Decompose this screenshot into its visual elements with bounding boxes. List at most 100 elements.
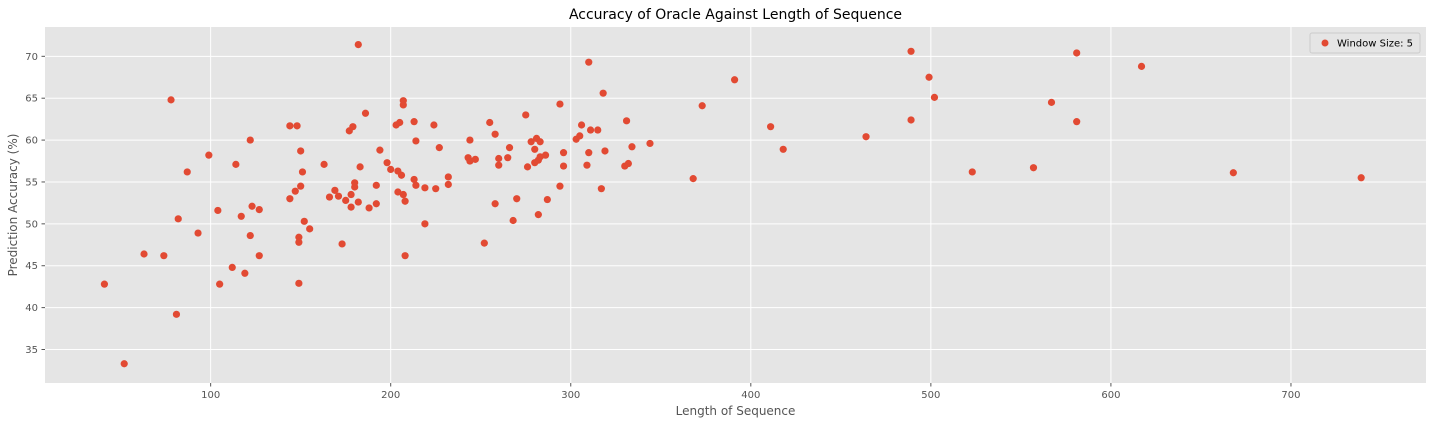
data-point xyxy=(594,126,602,134)
grid-lines xyxy=(45,27,1426,383)
data-point xyxy=(347,190,355,199)
y-tick-label: 45 xyxy=(25,261,38,272)
data-point xyxy=(361,109,370,117)
data-point xyxy=(1073,49,1081,57)
data-point xyxy=(1137,62,1146,70)
data-point xyxy=(421,220,429,228)
data-point xyxy=(412,137,420,145)
data-point xyxy=(293,122,301,130)
data-point xyxy=(248,202,256,210)
data-point xyxy=(396,118,404,127)
data-point xyxy=(862,133,870,141)
data-point xyxy=(228,263,236,272)
y-axis-ticks: 35 40 45 50 55 60 65 70 xyxy=(25,52,45,356)
data-point xyxy=(356,163,364,171)
data-point xyxy=(577,121,586,129)
data-point xyxy=(347,203,355,211)
data-point xyxy=(1229,169,1237,177)
data-point xyxy=(1357,174,1365,182)
y-tick-label: 55 xyxy=(25,177,38,188)
y-tick-label: 60 xyxy=(25,136,38,147)
data-point xyxy=(907,47,915,55)
data-point xyxy=(295,233,303,241)
data-point xyxy=(504,154,512,162)
data-point xyxy=(531,145,539,153)
data-point xyxy=(583,161,591,169)
data-point xyxy=(214,206,222,215)
data-point xyxy=(1047,98,1056,106)
x-tick-label: 600 xyxy=(1101,390,1120,401)
data-point xyxy=(689,175,697,183)
data-point xyxy=(351,183,359,191)
data-point xyxy=(399,190,407,199)
data-point xyxy=(216,280,224,288)
data-point xyxy=(325,193,334,201)
data-point xyxy=(205,151,213,159)
data-point xyxy=(338,240,346,248)
data-point xyxy=(585,149,593,157)
x-tick-label: 100 xyxy=(201,390,220,401)
data-point xyxy=(522,111,530,119)
data-point xyxy=(968,168,976,176)
data-point xyxy=(342,196,350,204)
data-point xyxy=(432,185,440,193)
data-point xyxy=(779,145,787,153)
data-point xyxy=(410,175,418,184)
data-point xyxy=(444,180,452,189)
data-point xyxy=(491,200,499,208)
data-point xyxy=(534,211,542,219)
data-point xyxy=(100,280,109,288)
data-point xyxy=(354,198,362,206)
data-point xyxy=(559,149,568,157)
data-point xyxy=(194,229,202,237)
data-point xyxy=(907,116,915,124)
y-tick-label: 65 xyxy=(25,94,38,105)
legend: Window Size: 5 xyxy=(1309,32,1421,54)
data-point xyxy=(430,121,438,129)
y-tick-label: 70 xyxy=(25,52,38,63)
data-point xyxy=(306,225,314,233)
data-point xyxy=(536,138,544,146)
data-point xyxy=(597,185,605,193)
data-point xyxy=(486,118,494,127)
data-points xyxy=(100,40,1365,368)
data-point xyxy=(767,123,775,131)
data-point xyxy=(730,76,739,84)
data-point xyxy=(297,147,305,155)
chart-title: Accuracy of Oracle Against Length of Seq… xyxy=(569,7,902,23)
data-point xyxy=(471,155,479,163)
data-point xyxy=(556,100,564,108)
data-point xyxy=(698,102,706,110)
data-point xyxy=(513,195,521,203)
data-point xyxy=(585,58,593,66)
data-point xyxy=(495,154,503,163)
data-point xyxy=(622,117,631,125)
x-tick-label: 700 xyxy=(1281,390,1300,401)
data-point xyxy=(527,138,535,146)
data-point xyxy=(576,132,584,140)
data-point xyxy=(412,181,420,189)
data-point xyxy=(237,212,245,220)
legend-entry-label: Window Size: 5 xyxy=(1337,39,1413,50)
data-point xyxy=(291,187,299,195)
data-point xyxy=(624,159,632,168)
x-tick-label: 200 xyxy=(381,390,400,401)
data-point xyxy=(556,182,564,190)
y-axis-label: Prediction Accuracy (%) xyxy=(6,134,20,277)
data-point xyxy=(372,200,380,208)
data-point xyxy=(331,186,339,194)
data-point xyxy=(320,160,328,168)
data-point xyxy=(628,143,636,151)
data-point xyxy=(241,269,249,277)
data-point xyxy=(286,122,294,130)
y-tick-label: 50 xyxy=(25,219,38,230)
x-tick-label: 300 xyxy=(561,390,580,401)
data-point xyxy=(541,151,550,159)
data-point xyxy=(140,250,148,258)
x-axis-ticks: 100 200 300 400 500 600 700 xyxy=(201,383,1301,401)
data-point xyxy=(480,239,488,247)
data-point xyxy=(495,161,503,169)
data-point xyxy=(160,252,168,260)
data-point xyxy=(543,195,551,204)
data-point xyxy=(586,126,595,134)
